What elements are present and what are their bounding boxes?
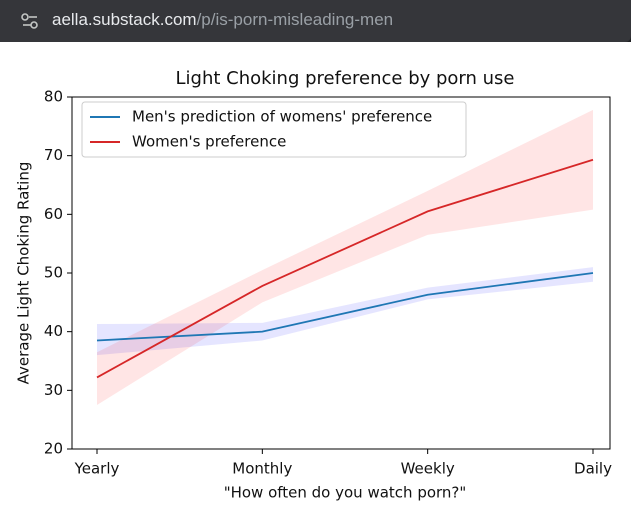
y-tick-label: 50 bbox=[44, 264, 63, 282]
x-axis-label: "How often do you watch porn?" bbox=[224, 484, 467, 502]
url[interactable]: aella.substack.com/p/is-porn-misleading-… bbox=[52, 10, 393, 30]
x-tick-label: Weekly bbox=[401, 460, 455, 478]
url-path: /p/is-porn-misleading-men bbox=[196, 10, 394, 29]
axes-frame bbox=[71, 96, 611, 450]
y-tick-label: 80 bbox=[44, 88, 63, 106]
confidence-band bbox=[97, 109, 593, 405]
x-tick-label: Yearly bbox=[74, 460, 120, 478]
url-domain: aella.substack.com bbox=[52, 10, 197, 29]
y-tick-label: 60 bbox=[44, 205, 63, 223]
y-axis-label: Average Light Choking Rating bbox=[15, 162, 33, 385]
address-field[interactable]: aella.substack.com/p/is-porn-misleading-… bbox=[0, 0, 631, 42]
y-tick-label: 40 bbox=[44, 322, 63, 340]
chart-title: Light Choking preference by porn use bbox=[175, 68, 514, 89]
y-tick-label: 30 bbox=[44, 381, 63, 399]
x-tick-label: Daily bbox=[574, 460, 612, 478]
legend-label: Women's preference bbox=[132, 133, 286, 151]
site-info-icon[interactable] bbox=[20, 11, 40, 31]
y-tick-label: 70 bbox=[44, 146, 63, 164]
browser-bar: aella.substack.com/p/is-porn-misleading-… bbox=[0, 0, 631, 42]
legend-label: Men's prediction of womens' preference bbox=[132, 108, 432, 126]
x-tick-label: Monthly bbox=[232, 460, 292, 478]
y-tick-label: 20 bbox=[44, 440, 63, 458]
legend-box bbox=[81, 101, 467, 158]
series-line bbox=[96, 272, 594, 342]
series-line bbox=[96, 158, 594, 379]
